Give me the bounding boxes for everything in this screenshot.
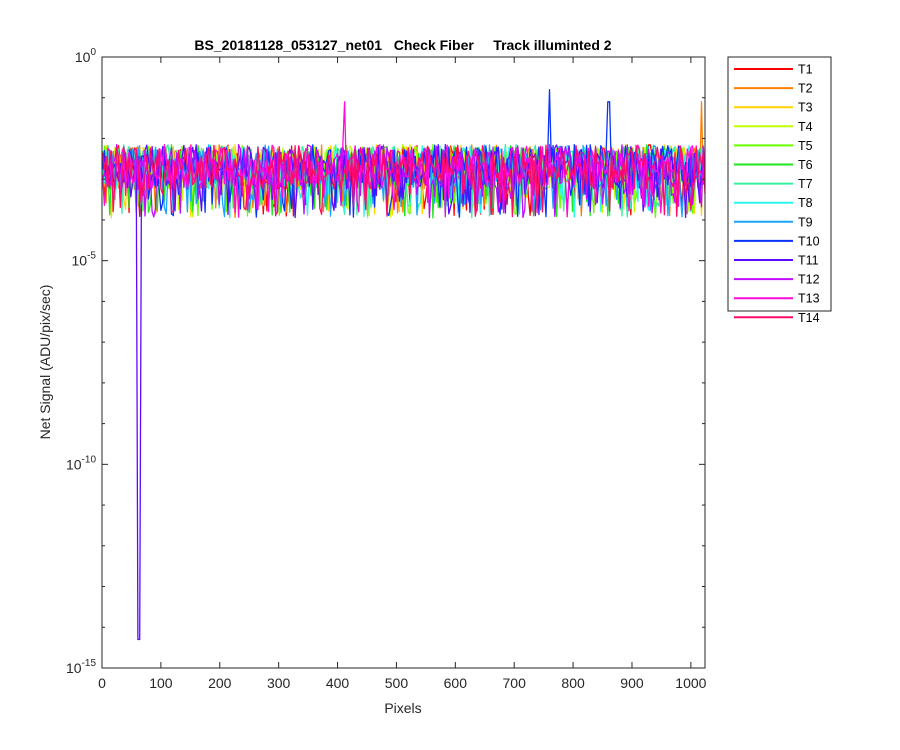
x-tick-label: 0 (98, 675, 106, 691)
series-line-t14 (102, 144, 705, 218)
chart-title: BS_20181128_053127_net01 Check Fiber Tra… (194, 37, 611, 53)
legend-label: T7 (798, 177, 813, 191)
legend-label: T11 (798, 254, 819, 268)
legend-label: T6 (798, 158, 813, 172)
y-tick-exponent: -15 (82, 658, 97, 669)
legend-items: T1 T2 T3 T4 T5 T6 T7 T8 T9 T10 T11 T12 T13 T14 (734, 63, 820, 325)
legend-label: T12 (798, 273, 820, 287)
legend-label: T1 (798, 63, 813, 77)
plot-frame (101, 56, 706, 669)
legend-label: T13 (798, 292, 820, 306)
y-tick-label: 10-5 (72, 251, 97, 269)
x-tick-label: 500 (385, 675, 409, 691)
legend-label: T4 (798, 120, 813, 134)
legend-label: T2 (798, 82, 813, 96)
legend-label: T10 (798, 234, 820, 248)
y-tick-label: 10-10 (66, 454, 96, 472)
legend-label: T9 (798, 215, 813, 229)
legend-label: T3 (798, 101, 813, 115)
x-axis-label: Pixels (384, 700, 421, 716)
legend-label: T14 (798, 311, 820, 325)
x-tick-label: 700 (503, 675, 527, 691)
legend-label: T5 (798, 139, 813, 153)
x-tick-label: 300 (267, 675, 291, 691)
x-tick-label: 400 (326, 675, 350, 691)
series-line-t12 (102, 143, 705, 219)
y-tick-base: 10 (66, 660, 82, 676)
x-tick-label: 900 (620, 675, 644, 691)
x-tick-label: 100 (149, 675, 173, 691)
x-tick-label: 800 (561, 675, 585, 691)
y-tick-exponent: 0 (90, 47, 96, 58)
y-tick-base: 10 (75, 49, 91, 65)
y-tick-exponent: -10 (82, 454, 97, 465)
x-tick-label: 600 (444, 675, 468, 691)
y-tick-base: 10 (66, 456, 82, 472)
x-tick-label: 1000 (675, 675, 706, 691)
legend-label: T8 (798, 196, 813, 210)
y-tick-base: 10 (72, 253, 88, 269)
x-tick-label: 200 (208, 675, 232, 691)
y-axis-label: Net Signal (ADU/pix/sec) (37, 285, 53, 440)
y-tick-label: 100 (75, 47, 97, 65)
x-axis: 0 100 200 300 400 500 600 700 800 900 1000 (98, 57, 707, 691)
y-tick-label: 10-15 (66, 658, 96, 676)
legend[interactable]: T1 T2 T3 T4 T5 T6 T7 T8 T9 T10 T11 T12 T13 T14 (727, 56, 832, 325)
series-group (102, 88, 705, 641)
y-tick-exponent: -5 (87, 251, 96, 262)
